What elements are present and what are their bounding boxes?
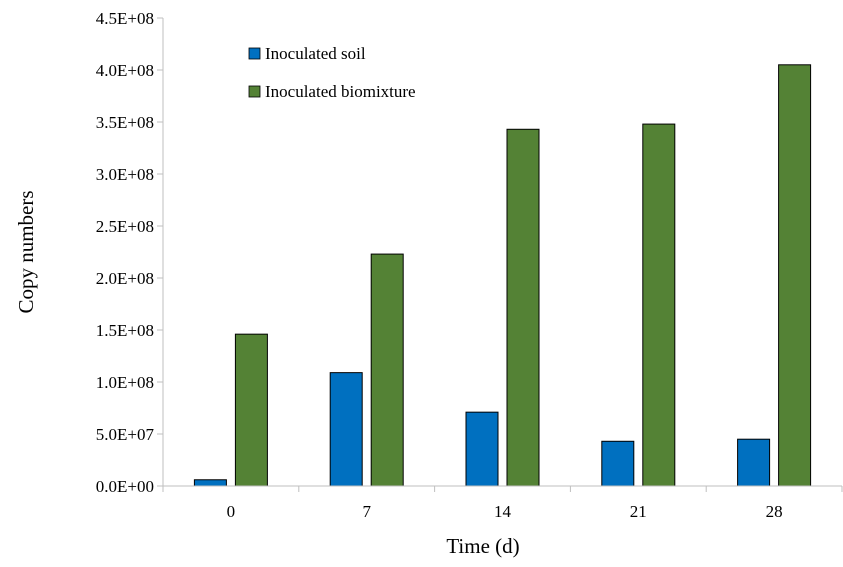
y-tick-label: 0.0E+00 <box>96 477 154 496</box>
x-tick-label: 14 <box>494 502 512 521</box>
bar-inoculated-soil-14 <box>465 411 499 487</box>
legend: Inoculated soil Inoculated biomixture <box>248 44 416 101</box>
bar-inoculated-biomixture-7 <box>370 253 404 487</box>
x-tick-label: 21 <box>630 502 647 521</box>
y-axis-ticks: 0.0E+00 5.0E+07 1.0E+08 1.5E+08 2.0E+08 2.5E+… <box>96 9 163 496</box>
bar-inoculated-soil-21 <box>601 440 635 487</box>
axes-layer <box>162 18 842 487</box>
x-tick-label: 7 <box>362 502 371 521</box>
y-axis-title: Copy numbers <box>14 190 38 313</box>
y-tick-label: 2.0E+08 <box>96 269 154 288</box>
bar-inoculated-biomixture-14 <box>506 128 540 487</box>
y-tick-label: 3.5E+08 <box>96 113 154 132</box>
x-tick-label: 0 <box>227 502 236 521</box>
bar-inoculated-biomixture-0 <box>234 333 268 487</box>
y-tick-label: 2.5E+08 <box>96 217 154 236</box>
x-axis-ticks: 0 7 14 21 28 <box>162 486 843 521</box>
legend-swatch-inoculated-soil <box>248 47 261 60</box>
legend-label-inoculated-biomixture: Inoculated biomixture <box>265 82 416 101</box>
y-tick-label: 4.5E+08 <box>96 9 154 28</box>
bar-inoculated-biomixture-21 <box>642 123 676 487</box>
y-tick-label: 1.5E+08 <box>96 321 154 340</box>
bar-inoculated-soil-0 <box>193 479 227 487</box>
y-tick-label: 1.0E+08 <box>96 373 154 392</box>
x-axis-title: Time (d) <box>446 534 519 558</box>
y-tick-label: 4.0E+08 <box>96 61 154 80</box>
bar-inoculated-soil-28 <box>737 438 771 487</box>
x-tick-label: 28 <box>766 502 783 521</box>
legend-swatch-inoculated-biomixture <box>248 85 261 98</box>
y-tick-label: 3.0E+08 <box>96 165 154 184</box>
bar-inoculated-soil-7 <box>329 372 363 487</box>
bar-inoculated-biomixture-28 <box>778 64 812 487</box>
legend-label-inoculated-soil: Inoculated soil <box>265 44 366 63</box>
bars-layer <box>193 64 812 487</box>
y-tick-label: 5.0E+07 <box>96 425 155 444</box>
